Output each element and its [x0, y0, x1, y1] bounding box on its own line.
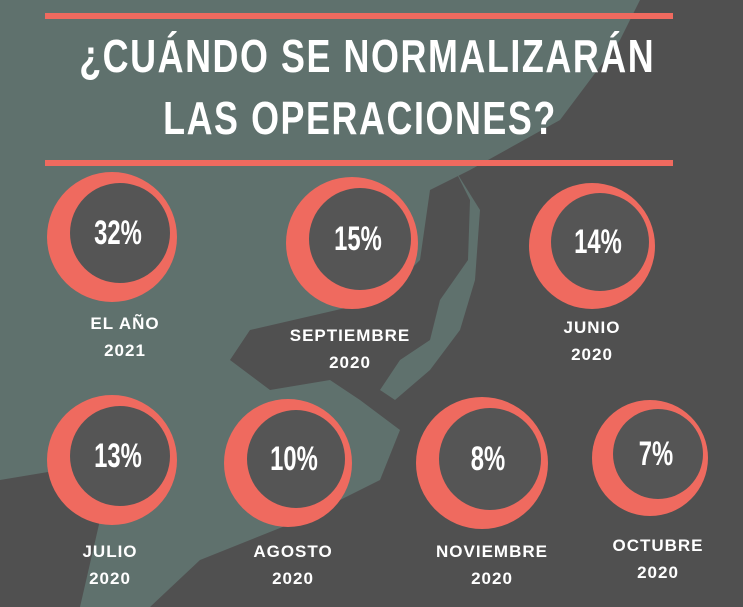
period-label-line-2: 2020: [272, 569, 314, 588]
percent-value: 13%: [94, 437, 142, 475]
period-label: SEPTIEMBRE 2020: [290, 322, 411, 376]
period-label: JULIO 2020: [82, 538, 137, 592]
percent-ring: [224, 399, 352, 527]
period-label-line-2: 2020: [637, 563, 679, 582]
period-label-line-1: SEPTIEMBRE: [289, 326, 411, 345]
percent-value: 7%: [638, 435, 674, 473]
period-label-line-2: 2020: [329, 353, 371, 372]
title-line-2: LAS OPERACIONES?: [163, 92, 557, 144]
percent-ring: [47, 395, 177, 525]
period-label-line-1: JULIO: [82, 542, 138, 561]
period-label-line-2: 2020: [471, 569, 513, 588]
period-label-line-1: JUNIO: [563, 318, 621, 337]
ring-center: [309, 188, 411, 290]
period-label-line-1: OCTUBRE: [612, 536, 704, 555]
period-label: EL AÑO 2021: [90, 310, 159, 364]
ring-center: [439, 408, 541, 510]
ring-center: [551, 193, 649, 291]
period-label-line-1: NOVIEMBRE: [436, 542, 548, 561]
bottom-divider: [45, 160, 673, 166]
ring-center: [70, 183, 170, 283]
percent-ring: [47, 172, 177, 302]
ring-center: [247, 410, 345, 508]
top-divider: [45, 13, 673, 19]
ring-center: [70, 406, 170, 506]
period-label-line-2: 2021: [104, 341, 146, 360]
percent-value: 32%: [94, 214, 142, 252]
percent-value: 15%: [334, 220, 382, 258]
period-label-line-1: AGOSTO: [253, 542, 333, 561]
title-line-1: ¿CUÁNDO SE NORMALIZARÁN: [79, 30, 656, 82]
percent-ring: [416, 397, 548, 529]
percent-value: 8%: [470, 440, 506, 478]
period-label-line-2: 2020: [89, 569, 131, 588]
ring-center: [613, 409, 703, 499]
percent-ring: [529, 183, 655, 309]
percent-ring: [286, 177, 418, 309]
period-label: NOVIEMBRE 2020: [436, 538, 548, 592]
period-label: JUNIO 2020: [564, 314, 621, 368]
period-label: OCTUBRE 2020: [612, 532, 703, 586]
island: [380, 170, 480, 400]
percent-ring: [592, 400, 708, 516]
percent-value: 10%: [270, 440, 318, 478]
period-label-line-1: EL AÑO: [90, 314, 160, 333]
period-label-line-2: 2020: [571, 345, 613, 364]
percent-value: 14%: [574, 223, 622, 261]
period-label: AGOSTO 2020: [253, 538, 332, 592]
